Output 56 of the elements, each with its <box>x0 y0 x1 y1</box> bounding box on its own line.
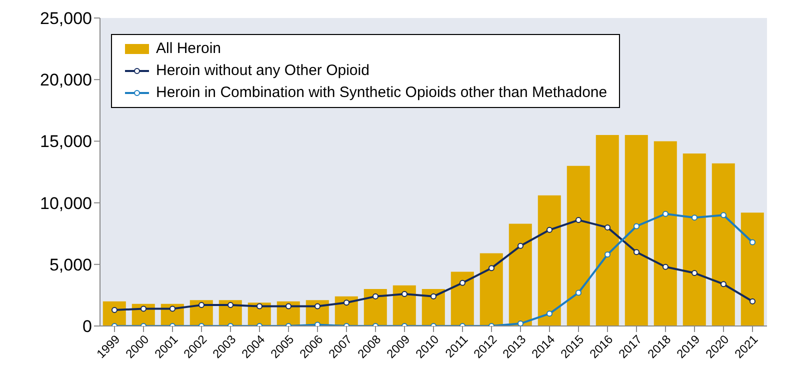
point <box>576 217 582 224</box>
bar <box>712 163 735 326</box>
y-tick-label: 0 <box>82 317 92 336</box>
point <box>720 212 726 218</box>
point <box>228 302 234 308</box>
legend-label: Heroin without any Other Opioid <box>156 61 370 81</box>
point <box>430 293 436 300</box>
point <box>546 310 552 317</box>
point <box>692 270 698 276</box>
point <box>662 264 668 270</box>
bar <box>654 141 677 326</box>
bar <box>566 166 590 326</box>
y-tick-label: 25,000 <box>40 9 92 28</box>
point <box>314 303 320 310</box>
bar <box>480 253 503 326</box>
bar <box>364 289 387 326</box>
bar <box>508 224 532 326</box>
point <box>576 290 582 296</box>
point <box>604 224 610 230</box>
point <box>314 322 320 326</box>
bar <box>450 272 474 326</box>
y-tick-label: 15,000 <box>40 132 92 152</box>
point <box>488 265 494 272</box>
point <box>344 300 350 306</box>
point <box>140 306 146 312</box>
point <box>198 302 204 308</box>
point <box>720 281 726 288</box>
legend-label: All Heroin <box>156 39 222 59</box>
point <box>750 239 756 246</box>
bar <box>538 195 561 326</box>
y-tick-label: 5,000 <box>49 255 92 274</box>
bar <box>624 135 648 326</box>
point <box>372 293 378 300</box>
bar <box>740 212 764 326</box>
point <box>750 298 756 304</box>
point <box>662 210 668 217</box>
point <box>402 290 408 297</box>
point <box>604 252 610 258</box>
bar <box>392 285 416 326</box>
point <box>692 214 698 221</box>
point <box>518 320 524 326</box>
point <box>256 303 262 310</box>
point <box>546 226 552 233</box>
point <box>634 223 640 230</box>
legend-label: Heroin in Combination with Synthetic Opioids other than Methadone <box>156 83 608 103</box>
y-tick-label: 10,000 <box>40 194 92 213</box>
y-tick-label: 20,000 <box>40 70 92 90</box>
point <box>286 303 292 310</box>
point <box>170 306 176 312</box>
bar <box>682 154 706 326</box>
bar <box>422 289 445 326</box>
bar <box>596 135 619 326</box>
point <box>112 306 118 313</box>
point <box>518 242 524 249</box>
point <box>460 280 466 286</box>
point <box>634 249 640 256</box>
